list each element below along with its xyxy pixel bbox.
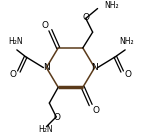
Text: H₂N: H₂N	[38, 125, 53, 134]
Text: O: O	[54, 113, 61, 122]
Text: NH₂: NH₂	[105, 1, 119, 10]
Text: O: O	[42, 21, 49, 30]
Text: O: O	[9, 70, 16, 79]
Text: O: O	[125, 70, 132, 79]
Text: NH₂: NH₂	[119, 37, 134, 45]
Text: N: N	[91, 63, 98, 72]
Text: O: O	[82, 13, 89, 22]
Text: N: N	[43, 63, 50, 72]
Text: O: O	[92, 106, 99, 115]
Text: H₂N: H₂N	[8, 37, 23, 45]
